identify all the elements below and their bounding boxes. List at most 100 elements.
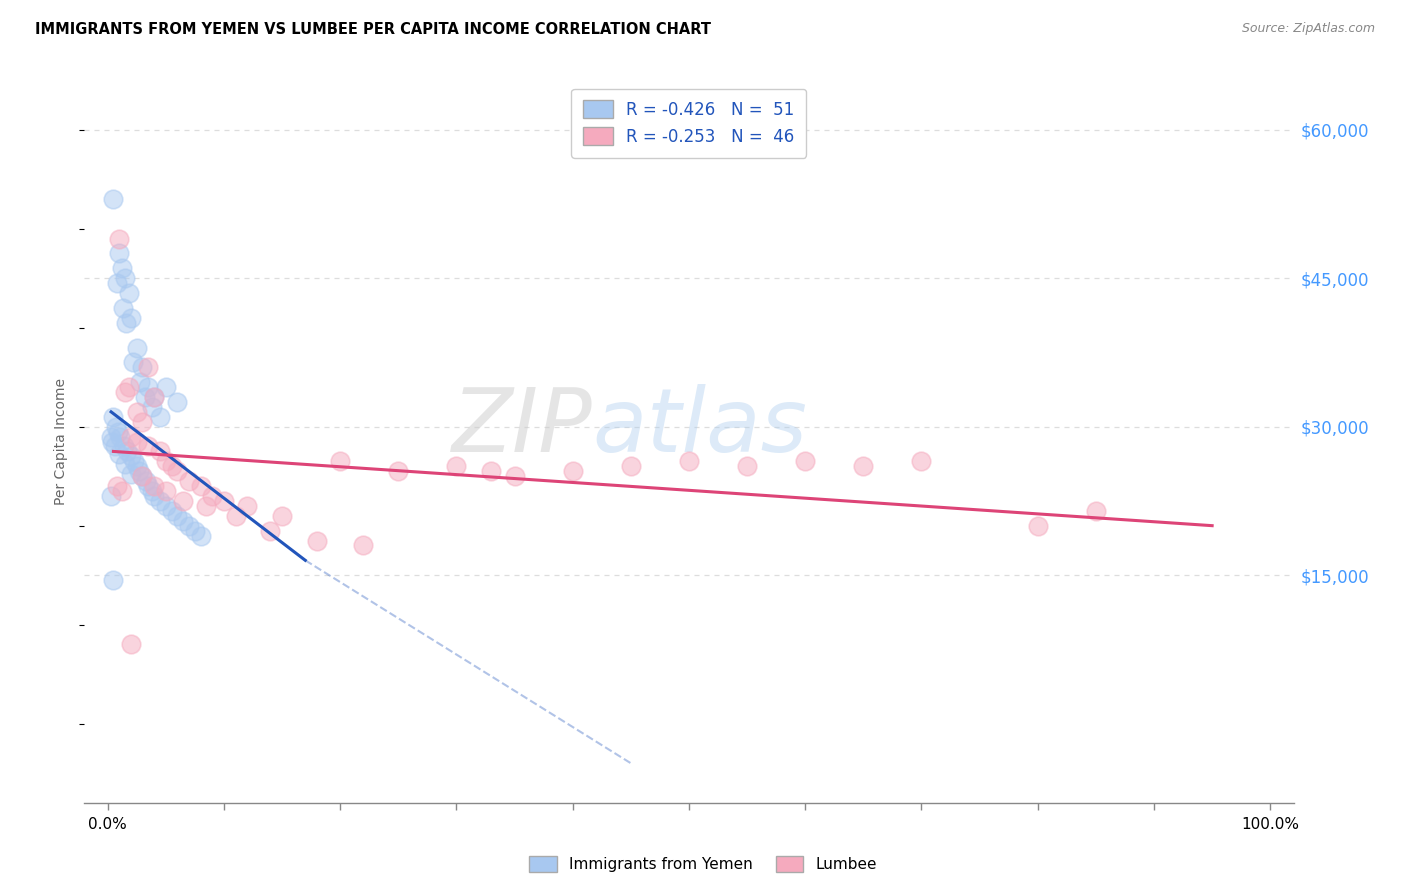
Point xyxy=(271,508,294,523)
Point xyxy=(166,508,188,523)
Point xyxy=(112,440,135,454)
Point xyxy=(110,483,132,498)
Point xyxy=(1026,518,1049,533)
Text: ZIP: ZIP xyxy=(451,384,592,470)
Point xyxy=(678,454,700,468)
Point xyxy=(141,400,163,414)
Point xyxy=(352,539,374,553)
Point xyxy=(107,425,129,439)
Point xyxy=(120,310,142,325)
Point xyxy=(735,459,758,474)
Point xyxy=(131,360,153,375)
Point xyxy=(143,390,166,404)
Legend: Immigrants from Yemen, Lumbee: Immigrants from Yemen, Lumbee xyxy=(522,848,884,880)
Point xyxy=(184,524,207,538)
Point xyxy=(120,467,142,482)
Point xyxy=(110,261,132,276)
Point xyxy=(104,419,127,434)
Point xyxy=(134,390,156,404)
Point xyxy=(155,499,177,513)
Point xyxy=(149,409,172,424)
Point xyxy=(120,429,142,443)
Point xyxy=(195,499,218,513)
Point xyxy=(103,192,125,206)
Text: Source: ZipAtlas.com: Source: ZipAtlas.com xyxy=(1241,22,1375,36)
Point xyxy=(190,528,212,542)
Point xyxy=(479,464,502,478)
Point xyxy=(117,380,139,394)
Point xyxy=(117,286,139,301)
Point xyxy=(155,483,177,498)
Point xyxy=(114,458,136,472)
Point xyxy=(105,479,128,493)
Point xyxy=(236,499,259,513)
Point xyxy=(101,434,124,449)
Point xyxy=(143,390,166,404)
Point xyxy=(131,469,153,483)
Point xyxy=(108,246,131,260)
Point xyxy=(104,440,127,454)
Point xyxy=(160,459,183,474)
Point xyxy=(166,464,188,478)
Y-axis label: Per Capita Income: Per Capita Income xyxy=(55,378,69,505)
Point xyxy=(115,316,138,330)
Point xyxy=(561,464,583,478)
Point xyxy=(620,459,643,474)
Point xyxy=(105,276,128,290)
Text: IMMIGRANTS FROM YEMEN VS LUMBEE PER CAPITA INCOME CORRELATION CHART: IMMIGRANTS FROM YEMEN VS LUMBEE PER CAPI… xyxy=(35,22,711,37)
Point xyxy=(794,454,817,468)
Point xyxy=(108,232,131,246)
Point xyxy=(446,459,468,474)
Point xyxy=(387,464,409,478)
Point xyxy=(120,637,142,651)
Point xyxy=(136,440,159,454)
Point xyxy=(128,464,150,478)
Point xyxy=(129,375,152,389)
Point xyxy=(135,474,157,488)
Point xyxy=(120,450,142,464)
Point xyxy=(136,380,159,394)
Point xyxy=(111,301,134,315)
Point xyxy=(177,474,200,488)
Point xyxy=(125,405,148,419)
Point xyxy=(503,469,526,483)
Point xyxy=(136,360,159,375)
Point xyxy=(166,395,188,409)
Point xyxy=(131,415,153,429)
Point xyxy=(125,434,148,449)
Point xyxy=(110,429,132,443)
Point xyxy=(114,271,136,285)
Point xyxy=(160,504,183,518)
Point xyxy=(143,489,166,503)
Point xyxy=(124,454,146,468)
Point xyxy=(125,459,148,474)
Point xyxy=(143,479,166,493)
Point xyxy=(177,518,200,533)
Point xyxy=(149,444,172,458)
Point xyxy=(259,524,281,538)
Point xyxy=(910,454,932,468)
Point xyxy=(155,454,177,468)
Point xyxy=(190,479,212,493)
Point xyxy=(852,459,875,474)
Legend: R = -0.426   N =  51, R = -0.253   N =  46: R = -0.426 N = 51, R = -0.253 N = 46 xyxy=(571,88,807,158)
Point xyxy=(122,355,145,369)
Point xyxy=(141,483,163,498)
Point xyxy=(305,533,328,548)
Point xyxy=(329,454,352,468)
Point xyxy=(225,508,247,523)
Point xyxy=(136,479,159,493)
Point xyxy=(212,494,235,508)
Point xyxy=(172,494,194,508)
Point xyxy=(131,469,153,483)
Point xyxy=(149,494,172,508)
Text: atlas: atlas xyxy=(592,384,807,470)
Point xyxy=(103,409,125,424)
Point xyxy=(100,429,122,443)
Point xyxy=(201,489,224,503)
Point xyxy=(114,385,136,400)
Point xyxy=(103,573,125,587)
Point xyxy=(117,444,139,458)
Point xyxy=(1084,504,1107,518)
Point xyxy=(108,447,131,461)
